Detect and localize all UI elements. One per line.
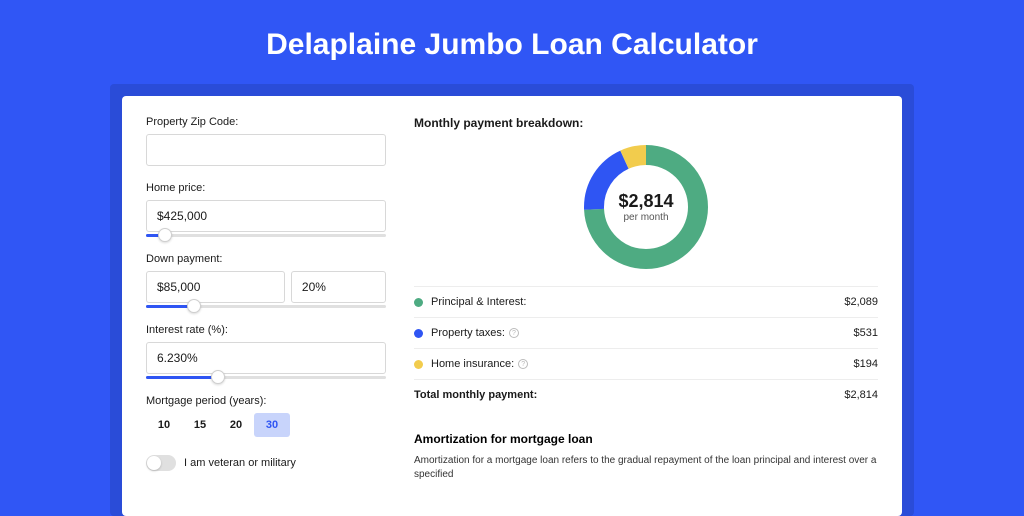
breakdown-title: Monthly payment breakdown: — [414, 116, 878, 130]
interest-rate-input[interactable] — [146, 342, 386, 374]
down-payment-label: Down payment: — [146, 253, 386, 265]
down-payment-input[interactable] — [146, 271, 285, 303]
mortgage-period-field-group: Mortgage period (years): 10152030 — [146, 395, 386, 437]
legend-dot — [414, 298, 423, 307]
home-price-label: Home price: — [146, 182, 386, 194]
down-payment-pct-input[interactable] — [291, 271, 386, 303]
veteran-toggle-label: I am veteran or military — [184, 457, 296, 469]
calculator-card: Property Zip Code: Home price: Down paym… — [122, 96, 902, 516]
home-price-input[interactable] — [146, 200, 386, 232]
interest-rate-slider[interactable] — [146, 376, 386, 379]
donut-center: $2,814 per month — [618, 191, 673, 223]
total-row: Total monthly payment: $2,814 — [414, 379, 878, 410]
breakdown-column: Monthly payment breakdown: $2,814 per mo… — [414, 116, 878, 516]
home-price-field-group: Home price: — [146, 182, 386, 237]
amortization-title: Amortization for mortgage loan — [414, 432, 878, 446]
home-price-slider[interactable] — [146, 234, 386, 237]
amortization-text: Amortization for a mortgage loan refers … — [414, 454, 878, 482]
period-option-30[interactable]: 30 — [254, 413, 290, 437]
donut-chart-wrap: $2,814 per month — [414, 136, 878, 286]
legend-dot — [414, 360, 423, 369]
interest-rate-field-group: Interest rate (%): — [146, 324, 386, 379]
legend-dot — [414, 329, 423, 338]
legend-row: Home insurance:?$194 — [414, 348, 878, 379]
legend-label: Property taxes:? — [431, 327, 854, 339]
home-price-slider-thumb[interactable] — [158, 228, 172, 242]
info-icon[interactable]: ? — [518, 359, 528, 369]
legend-row: Principal & Interest:$2,089 — [414, 286, 878, 317]
page-title: Delaplaine Jumbo Loan Calculator — [0, 0, 1024, 84]
mortgage-period-label: Mortgage period (years): — [146, 395, 386, 407]
veteran-toggle[interactable] — [146, 455, 176, 471]
zip-field-group: Property Zip Code: — [146, 116, 386, 166]
legend-value: $531 — [854, 327, 878, 339]
down-payment-slider-thumb[interactable] — [187, 299, 201, 313]
legend-row: Property taxes:?$531 — [414, 317, 878, 348]
legend-label: Home insurance:? — [431, 358, 854, 370]
period-option-15[interactable]: 15 — [182, 413, 218, 437]
zip-label: Property Zip Code: — [146, 116, 386, 128]
legend: Principal & Interest:$2,089Property taxe… — [414, 286, 878, 379]
mortgage-period-options: 10152030 — [146, 413, 386, 437]
interest-rate-slider-thumb[interactable] — [211, 370, 225, 384]
veteran-toggle-row: I am veteran or military — [146, 455, 386, 471]
donut-sublabel: per month — [618, 212, 673, 223]
legend-label: Principal & Interest: — [431, 296, 844, 308]
period-option-20[interactable]: 20 — [218, 413, 254, 437]
donut-amount: $2,814 — [618, 191, 673, 212]
donut-chart: $2,814 per month — [581, 142, 711, 272]
total-value: $2,814 — [844, 389, 878, 401]
interest-rate-label: Interest rate (%): — [146, 324, 386, 336]
zip-input[interactable] — [146, 134, 386, 166]
veteran-toggle-knob — [147, 456, 161, 470]
input-column: Property Zip Code: Home price: Down paym… — [146, 116, 386, 516]
total-label: Total monthly payment: — [414, 389, 844, 401]
info-icon[interactable]: ? — [509, 328, 519, 338]
legend-value: $2,089 — [844, 296, 878, 308]
down-payment-slider[interactable] — [146, 305, 386, 308]
down-payment-field-group: Down payment: — [146, 253, 386, 308]
legend-value: $194 — [854, 358, 878, 370]
period-option-10[interactable]: 10 — [146, 413, 182, 437]
card-backdrop: Property Zip Code: Home price: Down paym… — [110, 84, 914, 516]
